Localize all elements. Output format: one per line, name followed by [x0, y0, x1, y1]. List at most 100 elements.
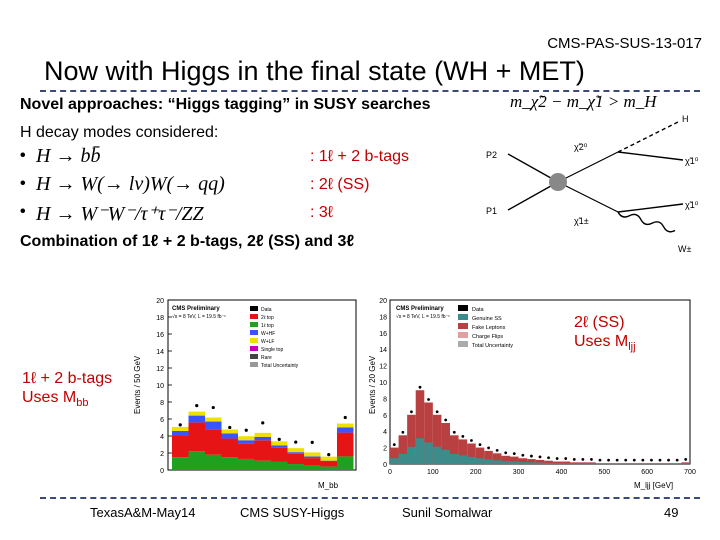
mljj-bar-genuine: [544, 462, 553, 464]
mbb-bar-top: [337, 423, 354, 428]
mljj-legend-swatch: [458, 341, 468, 347]
decay-result: : 3ℓ: [310, 204, 333, 221]
mljj-bar: [484, 450, 493, 464]
p2-label: P2: [486, 150, 497, 160]
mljj-bar: [398, 435, 408, 464]
mljj-xtick: 100: [427, 469, 439, 476]
mbb-bar: [172, 436, 189, 458]
mljj-ytick: 18: [379, 314, 387, 321]
mbb-bar: [172, 457, 189, 470]
mbb-bar: [337, 456, 354, 470]
mbb-bar: [271, 461, 288, 470]
mljj-data-point: [418, 385, 422, 389]
left-annotation-line2: Uses Mbb: [22, 389, 89, 410]
mljj-data-point: [650, 458, 653, 462]
mbb-bar: [238, 458, 255, 470]
mbb-bar: [271, 447, 288, 462]
mbb-bar: [254, 436, 271, 441]
mljj-bar: [458, 439, 468, 464]
mljj-data-point: [427, 398, 430, 401]
mljj-legend-swatch: [458, 323, 468, 329]
mbb-bar: [304, 456, 321, 459]
mljj-xtick: 700: [684, 469, 696, 476]
decay-result: : 2ℓ (SS): [310, 176, 370, 193]
mljj-bar: [390, 447, 399, 464]
bullet: •: [20, 203, 26, 220]
mljj-xlabel: M_ljj [GeV]: [634, 481, 673, 490]
mljj-bar: [552, 461, 562, 464]
mljj-bar: [672, 463, 682, 464]
footer-topic: CMS SUSY-Higgs: [240, 505, 345, 520]
mljj-bar-genuine: [587, 463, 596, 464]
mbb-ytick: 8: [160, 400, 164, 407]
mljj-data-point: [572, 457, 576, 461]
mljj-bar: [518, 458, 528, 464]
mbb-bar: [238, 440, 255, 444]
mbb-bar-top: [287, 448, 304, 453]
mbb-data-point: [327, 453, 331, 457]
mbb-bar: [172, 430, 189, 436]
mbb-legend-swatch: [250, 346, 258, 351]
mljj-data-point: [461, 435, 465, 438]
mbb-bar: [205, 421, 222, 430]
mljj-legend-label: Genuine SS: [472, 316, 502, 322]
mbb-legend-swatch: [250, 322, 258, 327]
combination-text: Combination of 1ℓ + 2 b-tags, 2ℓ (SS) an…: [20, 233, 355, 250]
decay-formula: H → W⁻W⁻/τ⁺τ⁻/ZZ: [36, 203, 204, 225]
mbb-legend-swatch: [250, 362, 258, 367]
mbb-bar: [221, 433, 238, 439]
mljj-bar-genuine: [484, 459, 493, 464]
p1-label: P1: [486, 206, 497, 216]
mbb-bar: [304, 458, 321, 466]
mljj-data-point: [658, 458, 662, 462]
mbb-bar-top: [320, 456, 337, 461]
mbb-data-point: [211, 405, 215, 410]
mljj-ytick: 16: [379, 331, 387, 338]
mbb-ytick: 14: [156, 349, 164, 356]
mljj-ytick: 6: [383, 413, 387, 420]
mljj-legend-label: Total Uncertainty: [472, 343, 513, 349]
mljj-bar: [621, 463, 630, 464]
mljj-data-point: [435, 410, 439, 414]
mljj-bar: [475, 447, 485, 464]
mljj-ytick: 14: [379, 347, 387, 354]
mljj-data-point: [590, 457, 593, 461]
mbb-data-point: [261, 421, 265, 425]
mljj-data-point: [495, 448, 499, 452]
mljj-bar: [630, 463, 639, 464]
mljj-data-point: [624, 458, 628, 462]
mljj-bar: [595, 463, 605, 464]
mljj-data-point: [675, 458, 679, 462]
mljj-data-point: [641, 458, 645, 462]
mbb-bar-top: [172, 426, 189, 431]
mljj-data-point: [401, 430, 405, 434]
mbb-bar: [304, 465, 321, 470]
mljj-ytick: 2: [383, 446, 387, 453]
mljj-legend-label: Fake Leptons: [472, 325, 506, 331]
mljj-data-point: [598, 458, 602, 462]
mljj-data-point: [521, 453, 525, 457]
mbb-lumi: √s = 8 TeV, L = 19.5 fb⁻¹: [172, 313, 226, 320]
mbb-bar: [254, 460, 271, 470]
mljj-xtick: 500: [598, 469, 610, 476]
mbb-data-point: [195, 404, 199, 408]
mbb-legend-label: 2ℓ top: [261, 315, 274, 321]
mbb-bar: [271, 445, 288, 448]
mbb-bar: [221, 438, 238, 458]
mljj-bar: [510, 456, 519, 464]
mbb-ylabel: Events / 50 GeV: [133, 355, 142, 414]
mljj-data-point: [444, 418, 448, 422]
mbb-ytick: 12: [156, 366, 164, 373]
mbb-bar-top: [304, 452, 321, 457]
mbb-data-point: [294, 440, 298, 444]
document-reference: CMS-PAS-SUS-13-017: [547, 35, 702, 52]
mbb-plot: Events / 50 GeV 0 2 4 6 8 10 12 14 16 18 20 CMS Pr…: [130, 294, 360, 494]
mbb-legend-swatch: [250, 306, 258, 311]
mljj-data-point: [581, 457, 585, 461]
mljj-bar: [664, 463, 673, 464]
mbb-bar: [287, 453, 304, 465]
mljj-bar: [578, 462, 588, 464]
mljj-xtick: 400: [556, 469, 568, 476]
mljj-bar: [638, 463, 648, 464]
left-annotation: 1ℓ + 2 b-tags Uses Mbb: [22, 369, 112, 413]
